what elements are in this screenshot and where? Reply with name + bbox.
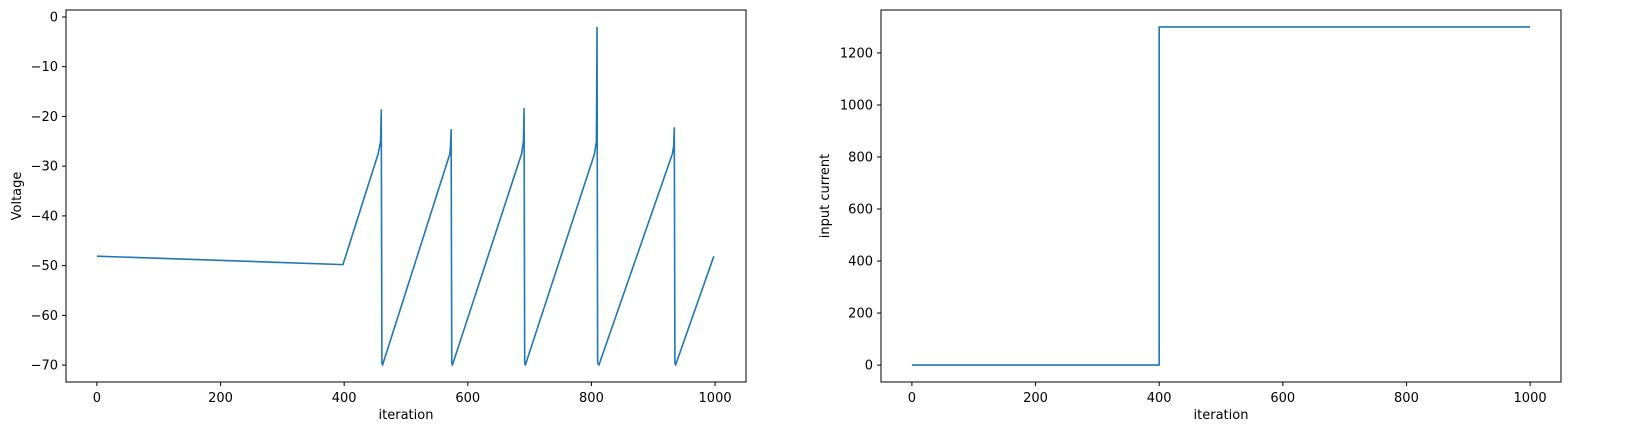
input-current-x-tick-label: 1000 [1514, 391, 1547, 406]
voltage-plot-frame [65, 9, 747, 383]
voltage-x-tick-label: 800 [579, 391, 604, 406]
input-current-x-tick-label: 200 [1023, 391, 1048, 406]
voltage-y-tick-label: −40 [31, 209, 58, 224]
voltage-y-tick-label: −70 [31, 359, 58, 374]
input-current-x-tick-label: 800 [1394, 391, 1419, 406]
voltage-panel: 0 200 400 600 800 1000 0 −10 −20 −30 −40 −50 −60 −70 i… [10, 9, 747, 423]
input-current-y-tick-label: 0 [865, 359, 873, 374]
voltage-y-axis-label: Voltage [10, 172, 25, 221]
input-current-y-tick-label: 200 [848, 307, 873, 322]
voltage-y-tick-label: −10 [31, 60, 58, 75]
input-current-y-tick-label: 1000 [840, 98, 873, 113]
input-current-y-axis-label: input current [818, 154, 833, 238]
input-current-panel: 0 200 400 600 800 1000 0 200 400 600 800 1000 1200 it… [818, 9, 1562, 423]
voltage-x-tick-label: 400 [332, 391, 357, 406]
voltage-x-tick-label: 200 [208, 391, 233, 406]
voltage-series-line [96, 26, 715, 366]
voltage-x-tick-label: 1000 [699, 391, 732, 406]
input-current-y-tick-label: 400 [848, 255, 873, 270]
voltage-x-tick-label: 600 [455, 391, 480, 406]
voltage-x-axis-label: iteration [379, 408, 434, 423]
input-current-x-axis-label: iteration [1194, 408, 1249, 423]
voltage-x-tick-label: 0 [93, 391, 101, 406]
input-current-plot-frame [880, 9, 1562, 383]
input-current-x-tick-label: 600 [1270, 391, 1295, 406]
voltage-y-tick-label: −50 [31, 259, 58, 274]
voltage-y-tick-label: −60 [31, 309, 58, 324]
voltage-y-tick-label: −30 [31, 160, 58, 175]
voltage-y-tick-label: 0 [50, 10, 58, 25]
input-current-x-tick-label: 400 [1147, 391, 1172, 406]
input-current-x-tick-label: 0 [908, 391, 916, 406]
voltage-y-tick-label: −20 [31, 110, 58, 125]
input-current-y-tick-label: 600 [848, 203, 873, 218]
input-current-series-line [911, 26, 1531, 366]
input-current-y-tick-label: 800 [848, 150, 873, 165]
input-current-y-tick-label: 1200 [840, 46, 873, 61]
